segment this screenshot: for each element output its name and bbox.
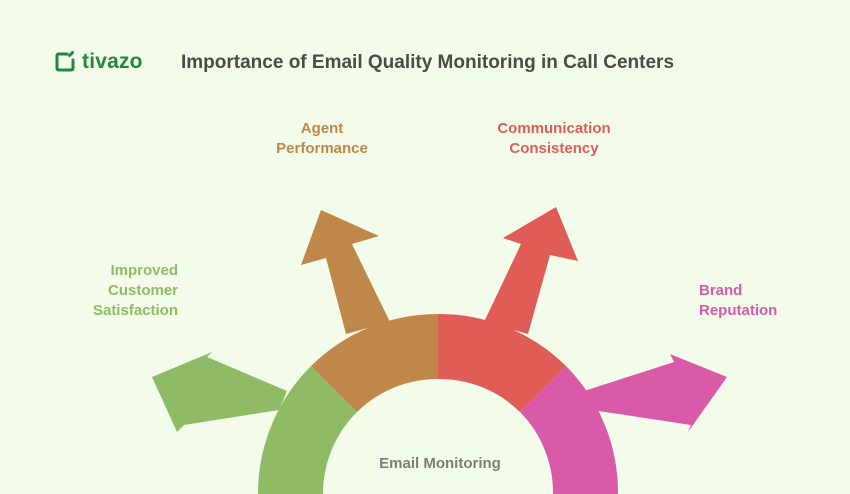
- brand-reputation-segment: [520, 366, 619, 494]
- customer-satisfaction-arrow: [152, 352, 287, 432]
- communication-consistency-branch: [438, 207, 578, 412]
- communication-consistency-arrow: [484, 207, 578, 334]
- tivazo-logo-icon: [55, 51, 75, 72]
- tivazo-logo[interactable]: tivazo: [54, 49, 143, 75]
- customer-satisfaction-branch: [152, 352, 357, 494]
- agent-performance-arrow: [301, 210, 390, 334]
- customer-satisfaction-label: Improved Customer Satisfaction: [92, 262, 178, 319]
- page-title: Importance of Email Quality Monitoring i…: [181, 52, 675, 73]
- customer-satisfaction-segment: [257, 366, 357, 494]
- brand-reputation-branch: [520, 354, 727, 494]
- communication-consistency-label: Communication Consistency: [497, 120, 611, 157]
- brand-reputation-label: Brand Reputation: [699, 282, 778, 319]
- agent-performance-label: Agent Performance: [276, 120, 368, 157]
- brand-name: tivazo: [82, 50, 143, 73]
- center-label: Email Monitoring: [379, 455, 501, 472]
- agent-performance-branch: [301, 210, 438, 412]
- communication-consistency-segment: [438, 313, 566, 412]
- agent-performance-segment: [311, 313, 438, 412]
- brand-reputation-arrow: [584, 354, 727, 432]
